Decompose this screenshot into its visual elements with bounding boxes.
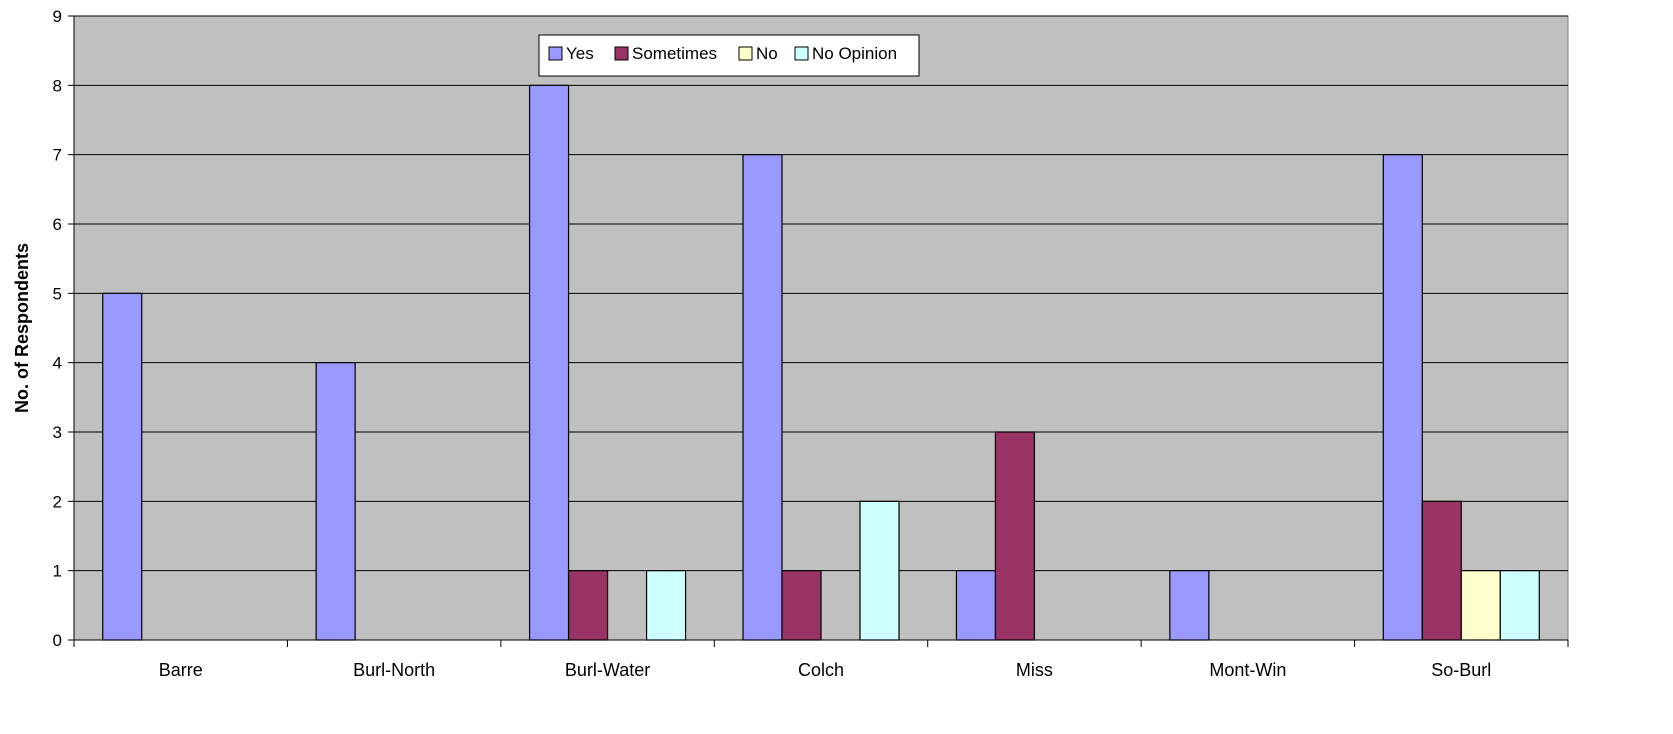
bar-no-opinion-burl-water bbox=[645, 570, 687, 641]
legend-label: No Opinion bbox=[812, 44, 897, 63]
legend-label: No bbox=[756, 44, 778, 63]
legend-swatch bbox=[614, 46, 629, 61]
y-tick-label: 3 bbox=[53, 423, 62, 442]
bar-yes-mont-win bbox=[1169, 570, 1210, 641]
legend-swatch bbox=[548, 46, 563, 61]
bar-yes-colch bbox=[742, 154, 783, 641]
axes bbox=[68, 15, 1569, 647]
x-tick-label: Burl-North bbox=[353, 660, 435, 680]
legend: Yes Sometimes No No Opinion bbox=[538, 34, 920, 77]
x-tick-label: Miss bbox=[1016, 660, 1053, 680]
y-tick-label: 9 bbox=[53, 7, 62, 26]
bar-yes-burl-north bbox=[315, 362, 356, 641]
y-tick-label: 4 bbox=[53, 354, 62, 373]
bar-yes-barre bbox=[102, 292, 143, 641]
bar-yes-so-burl bbox=[1382, 154, 1423, 641]
legend-swatch bbox=[738, 46, 753, 61]
bar-sometimes-miss bbox=[994, 431, 1036, 641]
x-tick-label: Barre bbox=[159, 660, 203, 680]
legend-label: Sometimes bbox=[632, 44, 717, 63]
bars bbox=[102, 84, 1540, 641]
x-tick-labels: Barre Burl-North Burl-Water Colch Miss Mont-W… bbox=[159, 660, 1492, 680]
bar-no-opinion-so-burl bbox=[1499, 570, 1540, 641]
y-tick-label: 8 bbox=[53, 76, 62, 95]
y-tick-label: 6 bbox=[53, 215, 62, 234]
y-tick-label: 0 bbox=[53, 631, 62, 650]
bar-sometimes-burl-water bbox=[567, 570, 609, 641]
x-tick-label: Mont-Win bbox=[1209, 660, 1286, 680]
x-tick-label: Colch bbox=[798, 660, 844, 680]
legend-swatch bbox=[794, 46, 809, 61]
legend-box bbox=[538, 34, 920, 77]
y-axis-label: No. of Respondents bbox=[12, 243, 32, 413]
y-tick-label: 7 bbox=[53, 146, 62, 165]
bar-sometimes-colch bbox=[781, 570, 822, 641]
bar-sometimes-so-burl bbox=[1421, 500, 1462, 641]
bar-no-opinion-colch bbox=[859, 500, 900, 641]
bar-yes-miss bbox=[955, 570, 997, 641]
bar-no-so-burl bbox=[1460, 570, 1501, 641]
plot-area bbox=[73, 15, 1569, 641]
x-tick-label: So-Burl bbox=[1431, 660, 1491, 680]
y-tick-labels: 0 1 2 3 4 5 6 7 8 9 bbox=[53, 7, 62, 650]
y-tick-label: 2 bbox=[53, 492, 62, 511]
y-tick-label: 1 bbox=[53, 562, 62, 581]
y-tick-label: 5 bbox=[53, 284, 62, 303]
bar-yes-burl-water bbox=[528, 84, 570, 641]
legend-label: Yes bbox=[566, 44, 594, 63]
x-tick-label: Burl-Water bbox=[565, 660, 650, 680]
